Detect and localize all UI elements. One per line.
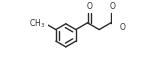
- Text: O: O: [120, 23, 126, 32]
- Text: O: O: [86, 2, 92, 11]
- Text: O: O: [110, 2, 116, 11]
- Text: CH$_3$: CH$_3$: [29, 18, 46, 30]
